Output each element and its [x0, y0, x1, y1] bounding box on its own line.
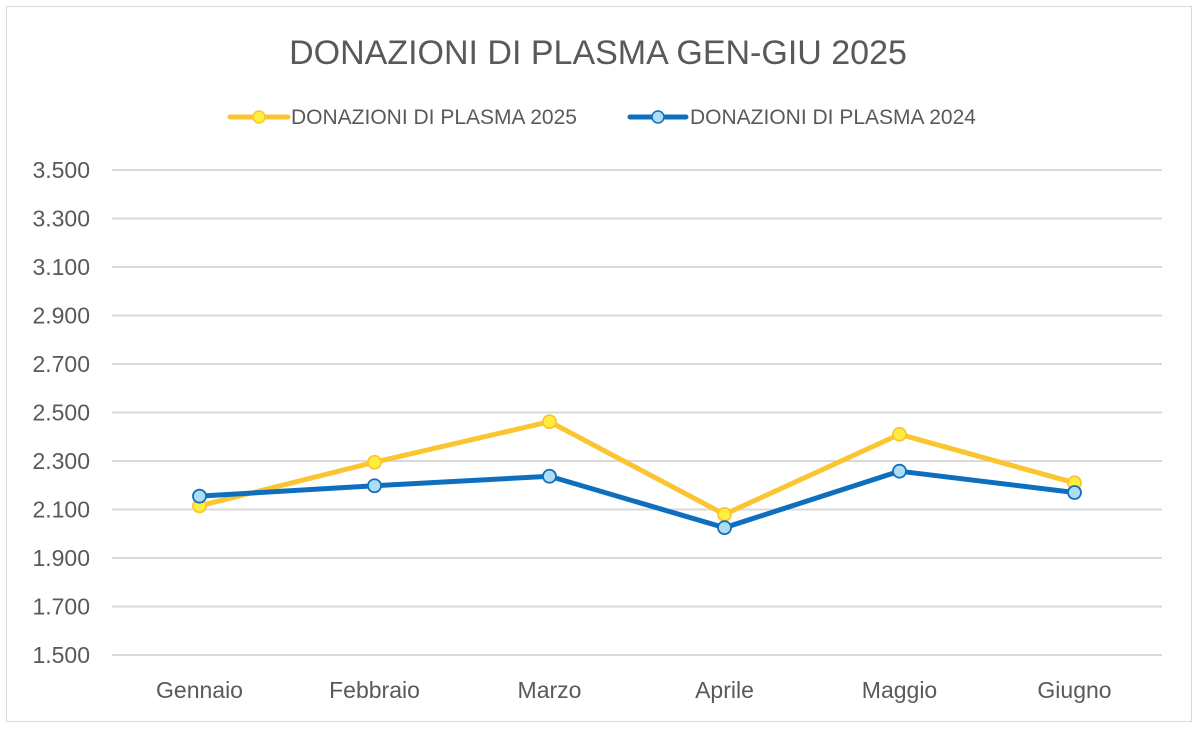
y-tick-label: 2.900 — [32, 303, 90, 329]
legend-swatch-marker-2025 — [252, 110, 266, 124]
series-line-1 — [197, 468, 1077, 531]
legend: DONAZIONI DI PLASMA 2025 DONAZIONI DI PL… — [227, 106, 976, 129]
y-tick-label: 3.500 — [32, 157, 90, 183]
chart-title: DONAZIONI DI PLASMA GEN-GIU 2025 — [289, 34, 907, 72]
x-tick-label: Giugno — [1037, 677, 1111, 703]
y-tick-label: 3.300 — [32, 206, 90, 232]
data-point — [542, 468, 557, 484]
x-tick-label: Febbraio — [329, 677, 420, 703]
y-tick-label: 2.300 — [32, 448, 90, 474]
y-tick-label: 2.500 — [32, 400, 90, 426]
series-line-0 — [197, 419, 1077, 517]
y-tick-label: 2.100 — [32, 497, 90, 523]
y-tick-label: 1.500 — [32, 642, 90, 668]
y-axis: 1.500 1.700 1.900 2.100 2.300 2.500 2.700 2.900… — [32, 157, 90, 668]
data-point — [892, 463, 907, 479]
series-group — [192, 414, 1082, 536]
data-point — [367, 454, 382, 470]
legend-label-2025: DONAZIONI DI PLASMA 2025 — [291, 106, 577, 129]
gridlines — [112, 169, 1162, 656]
x-tick-label: Gennaio — [156, 677, 243, 703]
x-axis: Gennaio Febbraio Marzo Aprile Maggio Giugno — [156, 677, 1112, 703]
data-point — [717, 520, 732, 536]
y-tick-label: 3.100 — [32, 254, 90, 280]
y-tick-label: 1.900 — [32, 545, 90, 571]
data-point — [367, 478, 382, 494]
data-point — [717, 506, 732, 522]
legend-label-2024: DONAZIONI DI PLASMA 2024 — [690, 106, 976, 129]
data-point — [542, 414, 557, 430]
x-tick-label: Aprile — [695, 677, 754, 703]
x-tick-label: Maggio — [862, 677, 937, 703]
data-point — [1067, 485, 1082, 500]
y-tick-label: 2.700 — [32, 351, 90, 377]
legend-item-2025: DONAZIONI DI PLASMA 2025 — [227, 106, 577, 129]
legend-item-2024: DONAZIONI DI PLASMA 2024 — [627, 106, 976, 129]
data-point — [192, 488, 207, 504]
x-tick-label: Marzo — [518, 677, 582, 703]
data-point — [892, 426, 907, 442]
legend-swatch-marker-2024 — [651, 110, 665, 124]
y-tick-label: 1.700 — [32, 594, 90, 620]
